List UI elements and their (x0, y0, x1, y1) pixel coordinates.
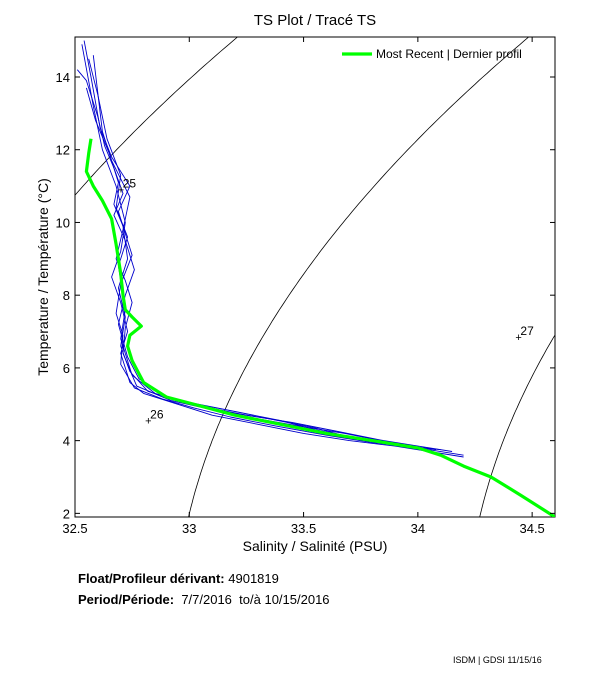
float-value: 4901819 (228, 571, 279, 586)
series-profile-4 (83, 40, 464, 456)
isopycnal-line-26 (188, 37, 530, 517)
period-from: 7/7/2016 (181, 592, 232, 607)
y-tick-label: 12 (56, 143, 70, 158)
y-tick-label: 8 (63, 288, 70, 303)
isopycnal-marker-25: + (118, 185, 124, 197)
isopycnal-marker-26: + (145, 416, 151, 428)
isopycnal-label-25: 25 (123, 177, 137, 191)
legend-label: Most Recent | Dernier profil (376, 47, 522, 61)
y-tick-label: 2 (63, 506, 70, 521)
x-tick-label: 32.5 (62, 521, 87, 536)
x-axis-label: Salinity / Salinité (PSU) (243, 538, 388, 554)
period-to: 10/15/2016 (264, 592, 330, 607)
period-info: Period/Période: 7/7/2016 to/à 10/15/2016 (78, 592, 330, 607)
y-tick-label: 14 (56, 70, 70, 85)
chart-title: TS Plot / Tracé TS (254, 12, 376, 29)
isopycnal-marker-27: + (515, 332, 521, 344)
series-most-recent (84, 138, 555, 517)
isopycnal-line-27 (479, 334, 555, 517)
float-info: Float/Profileur dérivant: 4901819 (78, 571, 279, 586)
float-label: Float/Profileur dérivant: (78, 571, 225, 586)
x-tick-label: 34 (411, 521, 425, 536)
y-tick-label: 6 (63, 361, 70, 376)
series-profile-5 (85, 87, 437, 451)
isopycnal-label-26: 26 (150, 408, 164, 422)
series-profile-6 (92, 55, 423, 449)
y-axis-label: Temperature / Température (°C) (35, 178, 51, 376)
period-to-word: to/à (239, 592, 261, 607)
plot-frame (74, 36, 556, 518)
isopycnal-label-27: 27 (520, 324, 534, 338)
series-profile-3 (76, 69, 453, 452)
series-profile-1 (81, 44, 464, 458)
x-tick-label: 33.5 (291, 521, 316, 536)
footer-credit: ISDM | GDSI 11/15/16 (453, 655, 542, 665)
y-tick-label: 10 (56, 215, 70, 230)
x-tick-label: 33 (182, 521, 196, 536)
plot-area (75, 37, 555, 517)
x-tick-label: 34.5 (519, 521, 544, 536)
period-label: Period/Période: (78, 592, 175, 607)
isopycnal-line-25 (75, 37, 239, 196)
y-tick-label: 4 (63, 434, 70, 449)
